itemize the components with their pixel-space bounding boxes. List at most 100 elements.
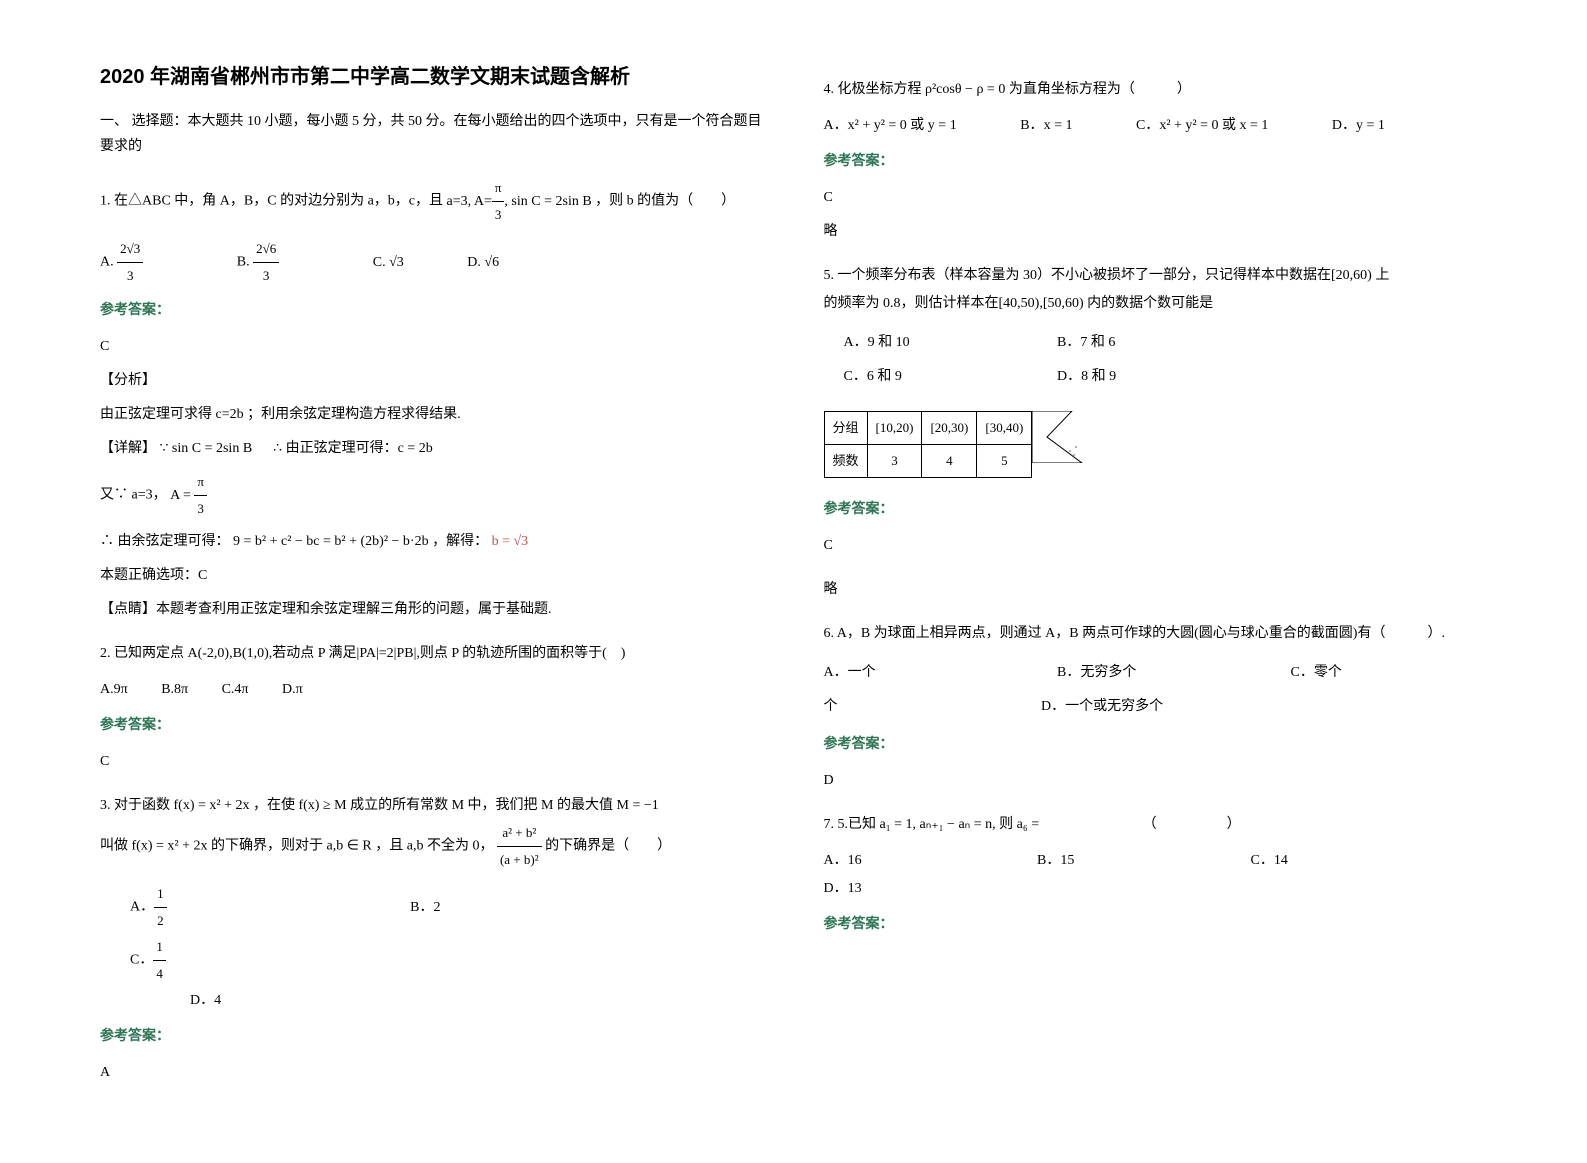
q3-opt-c: C．14	[130, 934, 226, 987]
q1-opt-b: B. 2√63	[237, 236, 339, 289]
q7-opt-a: A．16	[824, 847, 1004, 875]
q1-stem-suffix: ，则 b 的值为（ ）	[595, 194, 735, 209]
q7-stem: 7. 5.已知 a₁ = 1, aₙ₊₁ − aₙ = n, 则 a₆ = （ …	[824, 811, 1488, 839]
q3-options: A．12 B．2 C．14 D．4	[130, 881, 764, 1015]
q1-conclusion: 本题正确选项：C	[100, 562, 764, 590]
q6-opt-d: D．一个或无穷多个	[1041, 690, 1163, 724]
question-6: 6. A，B 为球面上相异两点，则通过 A，B 两点可作球的大圆(圆心与球心重合…	[824, 620, 1488, 795]
q3-stem-l1: 3. 对于函数 f(x) = x² + 2x ，在使 f(x) ≥ M 成立的所…	[100, 792, 764, 820]
q4-opt-b: B．x = 1	[1020, 112, 1102, 140]
q1-analysis: 由正弦定理可求得 c=2b ；利用余弦定理构造方程求得结果.	[100, 401, 764, 429]
question-4: 4. 化极坐标方程 ρ²cosθ − ρ = 0 为直角坐标方程为（ ） A．x…	[824, 76, 1488, 246]
q1-detail-3-formula: A = π3	[170, 488, 207, 503]
q1-detail-label: 【详解】	[100, 441, 156, 456]
q1-detail-4-prefix: ∴ 由余弦定理可得：	[100, 534, 230, 549]
table-cell: [20,30)	[922, 412, 977, 445]
q1-opt-d: D. √6	[467, 249, 529, 277]
document-title: 2020 年湖南省郴州市市第二中学高二数学文期末试题含解析	[100, 60, 764, 89]
q3-ans-label: 参考答案：	[100, 1023, 764, 1051]
q5-note: 略	[824, 576, 1488, 604]
question-1: 1. 在△ABC 中，角 A，B，C 的对边分别为 a，b，c，且 a=3, A…	[100, 175, 764, 624]
q3-opt-a: A．12	[130, 881, 227, 934]
q3-ans: A	[100, 1059, 764, 1087]
q2-options: A.9π B.8π C.4π D.π	[100, 676, 764, 704]
q5-opt-d: D．8 和 9	[1057, 360, 1116, 394]
q1-analysis-label: 【分析】	[100, 367, 764, 395]
q4-ans-label: 参考答案：	[824, 148, 1488, 176]
q4-stem-suffix: 为直角坐标方程为（ ）	[1009, 82, 1191, 97]
section-1-header: 一、 选择题：本大题共 10 小题，每小题 5 分，共 50 分。在每小题给出的…	[100, 109, 764, 159]
q5-stem-l2: 的频率为 0.8，则估计样本在[40,50),[50,60) 内的数据个数可能是	[824, 290, 1488, 318]
table-cell: 频数	[824, 445, 867, 478]
q1-detail-4-result: b = √3	[492, 534, 529, 549]
q7-opt-b: B．15	[1037, 847, 1217, 875]
q5-ans: C	[824, 532, 1488, 560]
q1-detail-3: 又∵ a=3， A = π3	[100, 469, 764, 522]
q3-opt-b: B．2	[410, 894, 470, 922]
q5-opt-c: C．6 和 9	[844, 360, 1024, 394]
question-7: 7. 5.已知 a₁ = 1, aₙ₊₁ − aₙ = n, 则 a₆ = （ …	[824, 811, 1488, 939]
q5-ans-label: 参考答案：	[824, 496, 1488, 524]
q3-opt-d: D．4	[190, 987, 251, 1015]
q6-ans-label: 参考答案：	[824, 731, 1488, 759]
q1-detail-1: ∵ sin C = 2sin B	[160, 441, 253, 456]
q6-opt-c: C．零个	[1291, 656, 1342, 690]
table-cell: [10,20)	[867, 412, 922, 445]
q4-opt-c: C．x² + y² = 0 或 x = 1	[1136, 112, 1298, 140]
q3-stem-l2: 叫做 f(x) = x² + 2x 的下确界，则对于 a,b ∈ R ，且 a,…	[100, 820, 764, 873]
question-5: 5. 一个频率分布表（样本容量为 30）不小心被损坏了一部分，只记得样本中数据在…	[824, 262, 1488, 604]
q1-ans-label: 参考答案：	[100, 297, 764, 325]
question-3: 3. 对于函数 f(x) = x² + 2x ，在使 f(x) ≥ M 成立的所…	[100, 792, 764, 1087]
q6-opt-a: A．一个	[824, 656, 1024, 690]
q1-opt-a: A. 2√33	[100, 236, 203, 289]
q1-detail-2-formula: c = 2b	[398, 441, 433, 456]
q2-opt-b: B.8π	[161, 676, 188, 704]
q4-note: 略	[824, 218, 1488, 246]
q1-note: 【点睛】本题考查利用正弦定理和余弦定理解三角形的问题，属于基础题.	[100, 596, 764, 624]
q7-opt-c: C．14	[1251, 847, 1431, 875]
table-row: 频数 3 4 5	[824, 445, 1032, 478]
q1-stem-prefix: 1. 在△ABC 中，角 A，B，C 的对边分别为 a，b，c，且	[100, 194, 443, 209]
q5-options: A．9 和 10 B．7 和 6 C．6 和 9 D．8 和 9	[844, 326, 1488, 393]
table-cell: 分组	[824, 412, 867, 445]
q1-detail-3-prefix: 又∵ a=3，	[100, 488, 167, 503]
q2-opt-a: A.9π	[100, 676, 128, 704]
table-cell: 3	[867, 445, 922, 478]
q7-ans-label: 参考答案：	[824, 911, 1488, 939]
q4-opt-a: A．x² + y² = 0 或 y = 1	[824, 112, 987, 140]
left-column: 2020 年湖南省郴州市市第二中学高二数学文期末试题含解析 一、 选择题：本大题…	[100, 60, 764, 1103]
table-cell: 4	[922, 445, 977, 478]
right-column: 4. 化极坐标方程 ρ²cosθ − ρ = 0 为直角坐标方程为（ ） A．x…	[824, 60, 1488, 1103]
q4-stem-prefix: 4. 化极坐标方程	[824, 82, 922, 97]
q1-options: A. 2√33 B. 2√63 C. √3 D. √6	[100, 236, 764, 289]
q5-stem-l1: 5. 一个频率分布表（样本容量为 30）不小心被损坏了一部分，只记得样本中数据在…	[824, 262, 1488, 290]
q2-ans: C	[100, 748, 764, 776]
q7-opt-d: D．13	[824, 875, 862, 903]
question-2: 2. 已知两定点 A(-2,0),B(1,0),若动点 P 满足|PA|=2|P…	[100, 640, 764, 776]
table-row: 分组 [10,20) [20,30) [30,40)	[824, 412, 1032, 445]
table-cell: 5	[977, 445, 1032, 478]
q4-stem-formula: ρ²cosθ − ρ = 0	[925, 82, 1005, 97]
q5-frequency-table: 分组 [10,20) [20,30) [30,40) 频数 3 4 5	[824, 411, 1033, 478]
q1-stem-formula: a=3, A=π3, sin C = 2sin B	[447, 194, 592, 209]
q5-opt-b: B．7 和 6	[1057, 326, 1115, 360]
q6-options: A．一个 B．无穷多个 C．零个 个 D．一个或无穷多个	[824, 656, 1488, 723]
q2-ans-label: 参考答案：	[100, 712, 764, 740]
q1-ans: C	[100, 333, 764, 361]
q6-opt-b: B．无穷多个	[1057, 656, 1257, 690]
q7-options: A．16 B．15 C．14 D．13	[824, 847, 1488, 903]
q1-detail-4-formula: 9 = b² + c² − bc = b² + (2b)² − b·2b	[233, 534, 429, 549]
q2-stem: 2. 已知两定点 A(-2,0),B(1,0),若动点 P 满足|PA|=2|P…	[100, 640, 764, 668]
q2-opt-d: D.π	[282, 676, 303, 704]
q6-opt-c-tail: 个	[824, 690, 838, 724]
q5-opt-a: A．9 和 10	[844, 326, 1024, 360]
table-cell: [30,40)	[977, 412, 1032, 445]
q1-detail: 【详解】 ∵ sin C = 2sin B ∴ 由正弦定理可得：c = 2b	[100, 435, 764, 463]
q1-detail-4-suffix: ，解得：	[432, 534, 488, 549]
q4-ans: C	[824, 184, 1488, 212]
torn-edge-icon	[1032, 411, 1092, 463]
q1-detail-4: ∴ 由余弦定理可得： 9 = b² + c² − bc = b² + (2b)²…	[100, 528, 764, 556]
q1-detail-2-text: ∴ 由正弦定理可得：	[273, 441, 397, 456]
q1-opt-c: C. √3	[373, 249, 434, 277]
q2-opt-c: C.4π	[222, 676, 249, 704]
